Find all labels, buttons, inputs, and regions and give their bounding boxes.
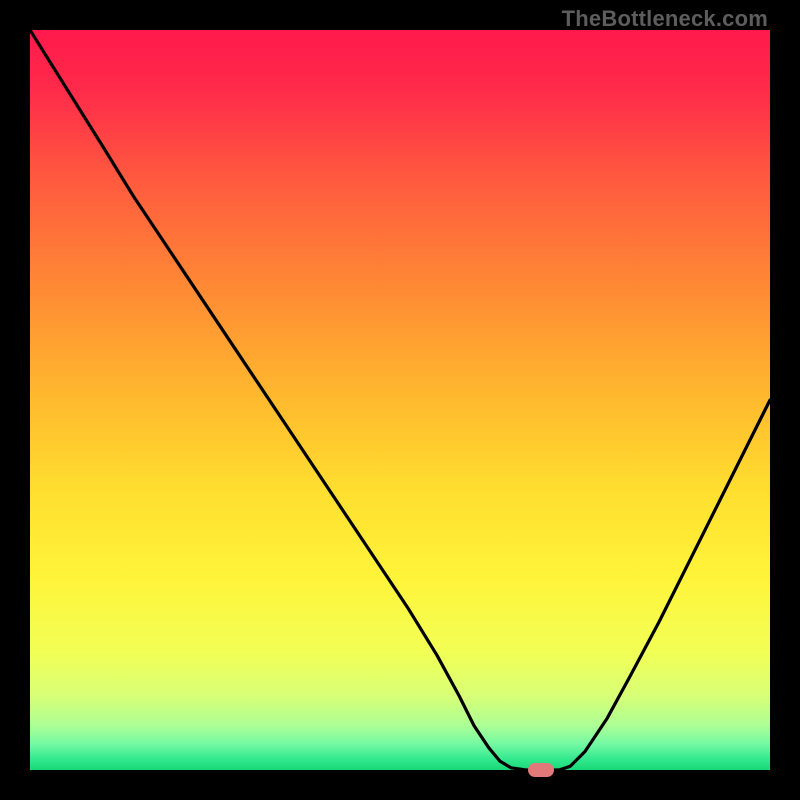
watermark-text: TheBottleneck.com [562, 6, 768, 32]
bottleneck-curve [30, 30, 770, 770]
chart-container: { "watermark": { "text": "TheBottleneck.… [0, 0, 800, 800]
curve-layer [30, 30, 770, 770]
optimum-marker [528, 763, 554, 777]
plot-area [30, 30, 770, 770]
